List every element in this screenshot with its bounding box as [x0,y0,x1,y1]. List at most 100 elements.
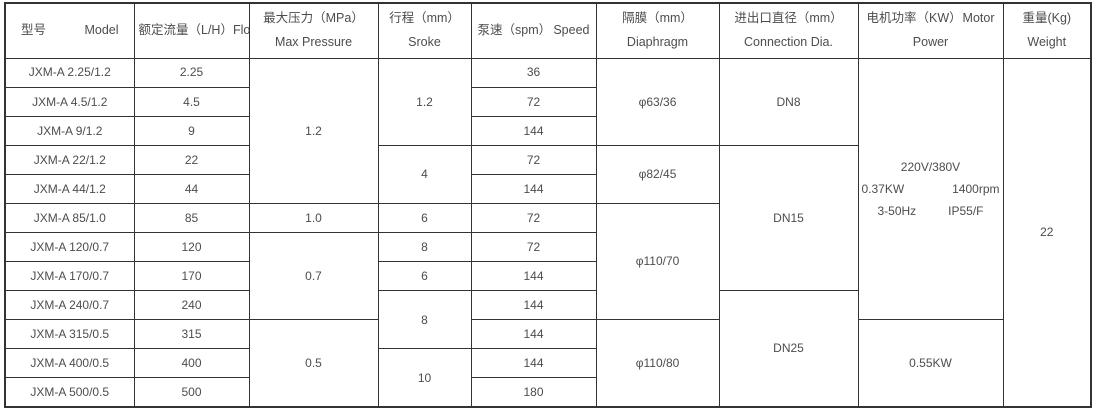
model-cell: JXM-A 2.25/1.2 [4,57,135,88]
model-cell: JXM-A 400/0.5 [4,348,135,379]
motor-frequency: 3-50Hz [877,203,917,218]
header-max-pressure-cn: 最大压力（MPa） [263,11,364,26]
header-connection-dia-en: Connection Dia. [744,35,833,50]
table-row: JXM-A 500/0.5 500 180 [4,377,1091,408]
speed-cell: 144 [470,115,597,146]
header-stroke-en: Sroke [408,35,441,50]
header-stroke-cn: 行程（mm） [389,11,460,26]
model-cell: JXM-A 4.5/1.2 [4,86,135,117]
header-connection-dia: 进出口直径（mm） Connection Dia. [718,2,859,59]
flow-cell: 170 [133,261,250,292]
header-stroke: 行程（mm） Sroke [377,2,472,59]
header-speed: 泵速（spm） Speed [470,2,597,59]
model-cell: JXM-A 240/0.7 [4,290,135,321]
speed-cell: 144 [470,261,597,292]
flow-cell: 2.25 [133,57,250,88]
header-model-cn: 型号 [21,23,47,38]
model-cell: JXM-A 44/1.2 [4,173,135,204]
diaphragm-cell: φ82/45 [595,144,720,204]
motor-voltage: 220V/380V [900,159,961,174]
speed-cell: 72 [470,86,597,117]
header-diaphragm: 隔膜（mm） Diaphragm [595,2,720,59]
stroke-cell: 6 [377,261,472,292]
flow-cell: 400 [133,348,250,379]
table-row: JXM-A 240/0.7 240 8 144 DN25 [4,290,1091,408]
pressure-cell: 1.2 [248,57,379,204]
pump-spec-table: 型号 Model 额定流量（L/H） Flow 最大压力（MPa） Max Pr… [4,2,1092,408]
stroke-cell: 6 [377,202,472,233]
motor-protection: IP55/F [948,203,984,218]
motor-power-small: 0.37KW [861,181,905,196]
header-flow: 额定流量（L/H） Flow [133,2,250,59]
header-motor-power-en2: Power [912,35,949,50]
diaphragm-cell: φ110/80 [595,319,720,408]
speed-cell: 72 [470,144,597,175]
header-weight: 重量(Kg) Weight [1002,2,1092,59]
flow-cell: 120 [133,231,250,263]
table-row: JXM-A 9/1.2 9 144 [4,115,1091,146]
pressure-cell: 0.5 [248,319,379,408]
header-motor-power: 电机功率（KW） Motor Power [857,2,1004,59]
flow-cell: 9 [133,115,250,146]
table-row: JXM-A 4.5/1.2 4.5 72 [4,86,1091,117]
flow-cell: 4.5 [133,86,250,117]
header-model: 型号 Model [4,2,135,59]
header-connection-dia-cn: 进出口直径（mm） [734,11,843,26]
flow-cell: 240 [133,290,250,321]
header-flow-en: Flow [232,23,248,38]
stroke-cell: 10 [377,348,472,408]
speed-cell: 36 [470,57,597,88]
connection-cell: DN15 [718,144,859,292]
model-cell: JXM-A 22/1.2 [4,144,135,175]
header-model-en: Model [84,23,119,38]
header-speed-cn: 泵速（spm） [477,23,552,38]
speed-cell: 72 [470,202,597,233]
speed-cell: 72 [470,231,597,263]
model-cell: JXM-A 120/0.7 [4,231,135,263]
header-max-pressure: 最大压力（MPa） Max Pressure [248,2,379,59]
stroke-cell: 8 [377,231,472,263]
speed-cell: 180 [470,377,597,408]
model-cell: JXM-A 85/1.0 [4,202,135,233]
pressure-cell: 0.7 [248,231,379,321]
flow-cell: 44 [133,173,250,204]
connection-cell: DN8 [718,57,859,146]
header-motor-power-en1: Motor [962,11,995,26]
connection-cell: DN25 [718,290,859,408]
stroke-cell: 1.2 [377,57,472,146]
header-motor-power-cn: 电机功率（KW） [866,11,962,26]
table-row: JXM-A 2.25/1.2 2.25 1.2 1.2 36 φ63/36 DN… [4,57,1092,408]
header-row: 型号 Model 额定流量（L/H） Flow 最大压力（MPa） Max Pr… [4,2,1092,59]
flow-cell: 85 [133,202,250,233]
speed-cell: 144 [470,348,597,379]
header-speed-en: Speed [553,23,590,38]
header-diaphragm-en: Diaphragm [626,35,689,50]
header-max-pressure-en: Max Pressure [274,35,353,50]
model-cell: JXM-A 9/1.2 [4,115,135,146]
speed-cell: 144 [470,319,597,350]
header-flow-cn: 额定流量（L/H） [138,23,233,38]
header-diaphragm-cn: 隔膜（mm） [622,11,693,26]
table-row: JXM-A 315/0.5 315 0.5 144 φ110/80 0.55KW [4,319,1091,408]
flow-cell: 22 [133,144,250,175]
flow-cell: 315 [133,319,250,350]
table-row: JXM-A 170/0.7 170 6 144 [4,261,1091,292]
flow-cell: 500 [133,377,250,408]
motor-spec-cell: 220V/380V 0.37KW 1400rpm 3-50Hz IP55/F [857,57,1004,321]
stroke-cell: 8 [377,290,472,350]
pressure-cell: 1.0 [248,202,379,233]
motor-rpm: 1400rpm [952,181,1000,196]
weight-cell: 22 [1002,57,1092,408]
model-cell: JXM-A 500/0.5 [4,377,135,408]
speed-cell: 144 [470,173,597,204]
diaphragm-cell: φ63/36 [595,57,720,146]
table-row: JXM-A 400/0.5 400 10 144 [4,348,1091,408]
stroke-cell: 4 [377,144,472,204]
model-cell: JXM-A 170/0.7 [4,261,135,292]
header-weight-cn: 重量(Kg) [1022,11,1072,26]
model-cell: JXM-A 315/0.5 [4,319,135,350]
header-weight-en: Weight [1027,35,1067,50]
table-row: JXM-A 85/1.0 85 1.0 6 72 φ110/70 [4,202,1091,321]
table-row: JXM-A 22/1.2 22 4 72 φ82/45 DN15 [4,144,1091,292]
